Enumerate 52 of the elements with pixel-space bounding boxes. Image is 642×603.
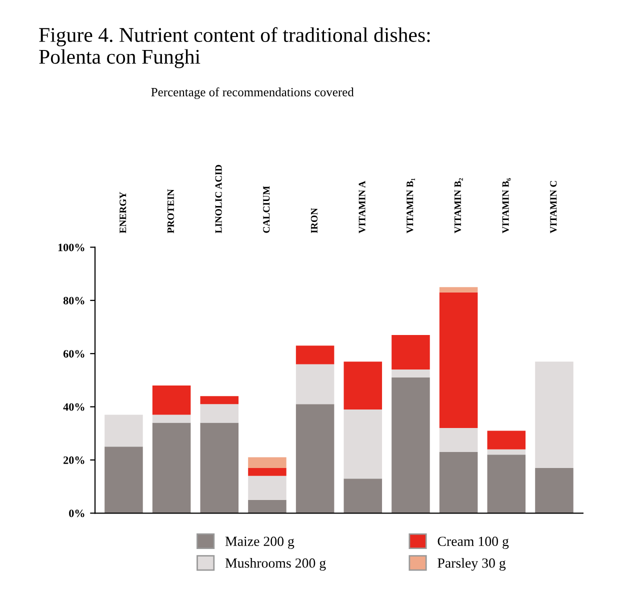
bar <box>439 452 478 514</box>
y-tick-label: 0% <box>69 510 84 518</box>
y-tick-label: 80% <box>63 296 84 304</box>
bar <box>248 468 286 476</box>
bar <box>152 422 191 514</box>
bar <box>487 449 526 455</box>
bar <box>344 478 382 514</box>
x-tick-label: VITAMIN A <box>358 180 366 234</box>
bar <box>296 364 334 404</box>
x-tick-label: CALCIUM <box>263 186 270 233</box>
bar <box>535 362 574 468</box>
y-tick-label: 60% <box>63 350 84 358</box>
bar <box>439 287 478 292</box>
x-tick-label: VITAMIN B₆ <box>502 178 511 234</box>
x-tick-label: IRON <box>310 208 318 234</box>
x-tick-label: VITAMIN C <box>550 181 557 234</box>
bar <box>439 292 478 428</box>
x-tick-label: LINOLIC ACID <box>215 164 222 234</box>
bar <box>200 404 239 423</box>
y-tick-label: 40% <box>63 403 84 411</box>
legend-label: Cream 100 g <box>438 536 509 549</box>
x-tick-label: VITAMIN B₂ <box>454 178 463 234</box>
bar <box>392 370 430 378</box>
legend-label: Maize 200 g <box>225 536 294 549</box>
y-tick-label: 20% <box>64 456 84 464</box>
chart-subtitle: Percentage of recommendations covered <box>151 87 354 99</box>
chart-title: Figure 4. Nutrient content of traditional dishes: Polenta con Funghi <box>39 27 430 68</box>
y-tick-label: 100% <box>58 244 84 252</box>
bar <box>344 409 382 479</box>
legend-label: Parsley 30 g <box>438 558 506 571</box>
bar <box>200 422 239 514</box>
bar <box>487 430 526 450</box>
bar <box>296 346 334 364</box>
bar <box>200 396 239 404</box>
bar <box>392 334 430 370</box>
bar <box>344 362 382 410</box>
bar <box>248 457 286 468</box>
bar <box>152 386 191 415</box>
bar <box>296 404 334 514</box>
x-tick-label: VITAMIN B₁ <box>406 178 416 234</box>
bar <box>248 500 286 514</box>
x-tick-label: PROTEIN <box>167 189 174 234</box>
bar <box>248 476 286 500</box>
bar <box>392 378 430 514</box>
legend-label: Mushrooms 200 g <box>225 558 326 571</box>
x-tick-label: ENERGY <box>120 192 126 234</box>
bar <box>152 414 191 423</box>
bar <box>535 468 574 514</box>
bar <box>487 454 526 514</box>
bar <box>439 428 478 452</box>
bar <box>104 414 143 447</box>
bar <box>104 446 143 514</box>
